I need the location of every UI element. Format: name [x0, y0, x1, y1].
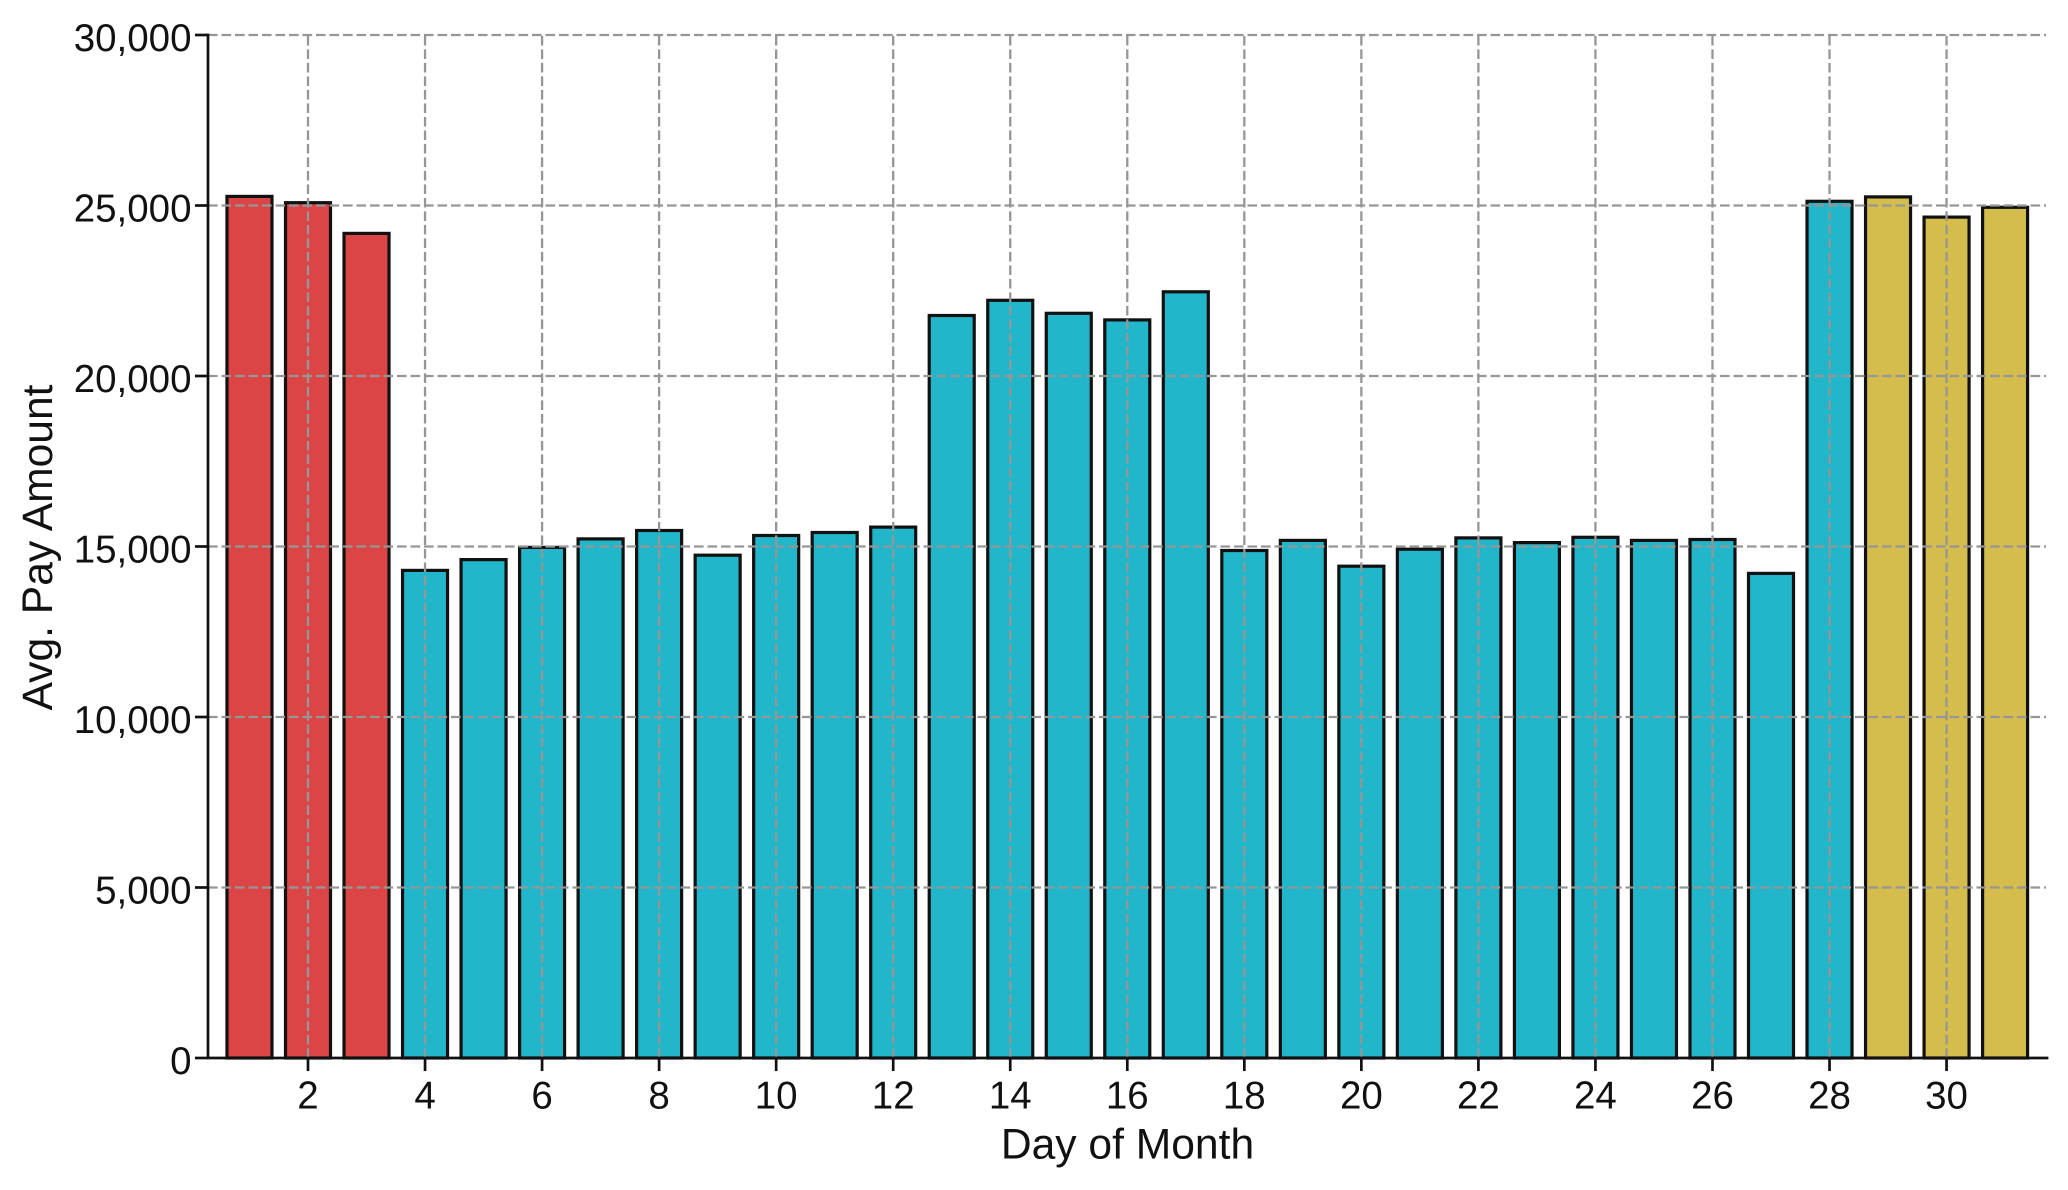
svg-text:22: 22	[1457, 1075, 1500, 1118]
svg-text:16: 16	[1106, 1075, 1149, 1118]
svg-text:Avg. Pay Amount: Avg. Pay Amount	[14, 384, 62, 710]
svg-text:25,000: 25,000	[74, 188, 192, 231]
svg-text:24: 24	[1574, 1075, 1617, 1118]
svg-text:26: 26	[1691, 1075, 1734, 1118]
svg-text:18: 18	[1223, 1075, 1266, 1118]
svg-text:10: 10	[755, 1075, 798, 1118]
svg-text:8: 8	[648, 1075, 669, 1118]
svg-text:12: 12	[872, 1075, 915, 1118]
svg-text:6: 6	[531, 1075, 552, 1118]
svg-text:30,000: 30,000	[74, 17, 192, 60]
svg-text:20: 20	[1340, 1075, 1383, 1118]
svg-text:10,000: 10,000	[74, 699, 192, 742]
svg-text:14: 14	[989, 1075, 1032, 1118]
svg-text:0: 0	[170, 1040, 191, 1083]
svg-text:2: 2	[297, 1075, 318, 1118]
svg-text:4: 4	[414, 1075, 435, 1118]
svg-text:5,000: 5,000	[95, 870, 191, 913]
svg-text:20,000: 20,000	[74, 358, 192, 401]
svg-text:30: 30	[1925, 1075, 1968, 1118]
svg-text:28: 28	[1808, 1075, 1851, 1118]
svg-text:Day of Month: Day of Month	[1001, 1121, 1254, 1169]
svg-text:15,000: 15,000	[74, 529, 192, 572]
